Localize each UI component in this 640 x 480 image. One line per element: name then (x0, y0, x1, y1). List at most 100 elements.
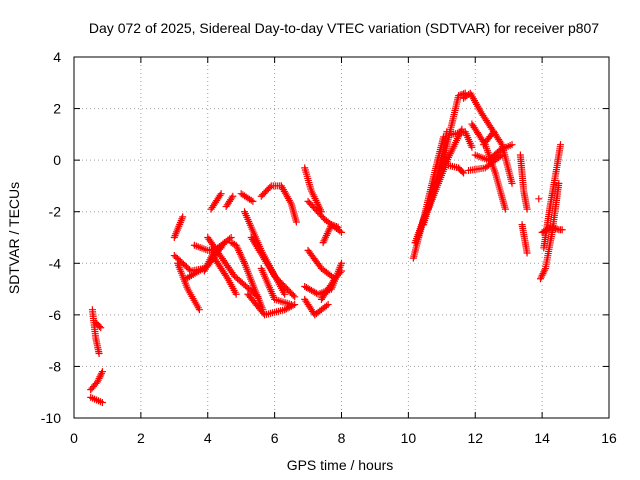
data-point (468, 143, 476, 151)
data-point (281, 306, 289, 314)
x-tick-label: 12 (467, 430, 483, 446)
data-point (223, 273, 231, 281)
data-point (98, 369, 106, 377)
data-point (98, 368, 106, 376)
data-point (93, 378, 101, 386)
data-point (247, 196, 255, 204)
y-tick-label: -2 (49, 204, 62, 220)
data-point (98, 399, 106, 407)
data-point (455, 92, 463, 100)
data-point (259, 306, 267, 314)
data-point (541, 227, 549, 235)
data-point (329, 221, 337, 229)
data-point (322, 302, 330, 310)
data-point (249, 197, 257, 205)
data-point (338, 259, 345, 267)
data-point (498, 151, 506, 159)
data-point (179, 213, 187, 221)
data-point (501, 205, 509, 213)
data-point (523, 205, 531, 213)
data-point (557, 141, 565, 149)
x-tick-label: 6 (271, 430, 279, 446)
data-point (456, 91, 464, 99)
data-point (497, 139, 505, 147)
chart-title: Day 072 of 2025, Sidereal Day-to-day VTE… (89, 20, 599, 36)
y-tick-label: 4 (53, 49, 61, 65)
data-point (540, 227, 548, 235)
data-point (553, 225, 561, 233)
data-point (336, 269, 344, 277)
data-point (97, 371, 105, 379)
data-point (550, 224, 558, 232)
x-tick-label: 10 (401, 430, 417, 446)
data-point (488, 129, 496, 137)
y-tick-label: 2 (53, 101, 61, 117)
data-point (539, 270, 547, 278)
x-tick-label: 0 (70, 430, 78, 446)
data-point (538, 228, 546, 236)
data-point (541, 266, 549, 274)
data-point (540, 268, 548, 276)
x-tick-label: 16 (601, 430, 617, 446)
data-point (217, 190, 225, 198)
data-point (281, 290, 289, 298)
y-tick-label: 0 (53, 152, 61, 168)
x-tick-label: 2 (137, 430, 145, 446)
data-point (336, 227, 344, 235)
data-point (538, 271, 546, 279)
data-point (460, 169, 468, 177)
data-point (543, 226, 551, 234)
axis-ticks: 0 2 4 6 8 10 12 14 16 -10 -8 -6 -4 -2 0 2 4 (41, 49, 617, 446)
data-point (558, 226, 566, 234)
data-point (508, 179, 516, 187)
data-point (324, 301, 332, 309)
data-point (332, 223, 340, 231)
data-point (458, 168, 466, 176)
x-tick-label: 14 (534, 430, 550, 446)
data-point (338, 228, 345, 236)
data-point (523, 249, 531, 257)
data-point (282, 305, 290, 313)
data-point (195, 306, 203, 314)
y-tick-label: -10 (41, 410, 61, 426)
data-point (94, 376, 102, 384)
y-tick-label: -4 (49, 255, 62, 271)
data-point (536, 275, 544, 283)
data-points (87, 89, 566, 407)
x-axis-label: GPS time / hours (287, 457, 394, 473)
data-point (225, 235, 233, 243)
data-point (552, 224, 559, 232)
data-point (331, 222, 339, 230)
data-point (95, 374, 103, 382)
data-point (338, 267, 345, 275)
data-point (545, 225, 553, 233)
data-point (537, 273, 545, 281)
data-point (186, 266, 194, 274)
data-point (266, 183, 274, 191)
data-point (96, 373, 104, 381)
data-point (216, 191, 224, 199)
grid (74, 57, 609, 418)
data-point (95, 350, 103, 358)
data-point (229, 240, 237, 248)
data-point (289, 291, 297, 299)
data-point (229, 192, 237, 200)
data-point (334, 223, 342, 231)
data-point (95, 322, 103, 330)
data-point (284, 304, 292, 312)
x-tick-label: 8 (338, 430, 346, 446)
data-point (287, 301, 295, 309)
y-tick-label: -6 (49, 307, 62, 323)
data-point (227, 239, 235, 247)
data-point (555, 179, 563, 187)
data-point (496, 152, 504, 160)
data-point (535, 195, 543, 203)
data-point (490, 128, 498, 136)
data-point (289, 301, 297, 309)
data-point (232, 290, 240, 298)
data-point (291, 293, 299, 301)
data-point (292, 218, 300, 226)
data-point (548, 223, 556, 231)
data-point (327, 221, 335, 229)
